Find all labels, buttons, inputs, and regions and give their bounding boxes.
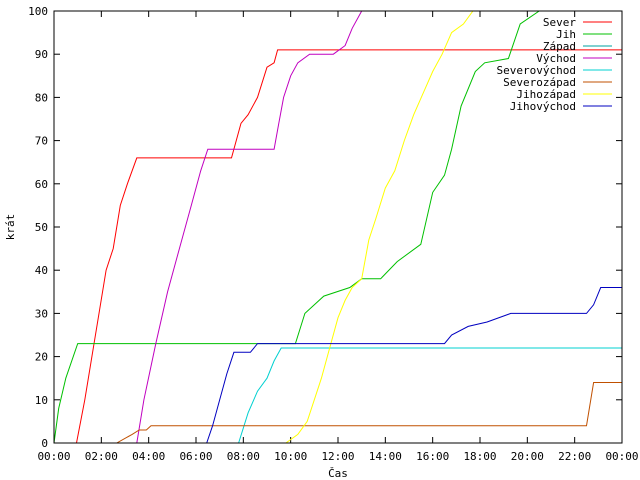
series-line-2 [53,10,622,444]
x-tick-label: 04:00 [132,450,165,463]
x-tick-label: 14:00 [369,450,402,463]
x-tick-label: 16:00 [416,450,449,463]
legend: SeverJihZápadVýchodSeverovýchodSeverozáp… [497,16,612,113]
x-tick-label: 02:00 [85,450,118,463]
y-tick-label: 0 [41,437,48,450]
y-tick-label: 80 [35,91,48,104]
x-axis-label: Čas [328,467,348,480]
legend-label: Jih [556,28,576,41]
legend-label: Jihozápad [516,88,576,101]
plot-frame [53,10,623,444]
series-line-7 [54,10,622,444]
series-lines [53,10,622,444]
y-tick-label: 40 [35,264,48,277]
x-tick-label: 10:00 [274,450,307,463]
series-line-1 [54,49,622,444]
legend-label: Severovýchod [497,64,576,77]
x-tick-label: 08:00 [227,450,260,463]
x-tick-labels: 00:00 02:00 04:00 06:00 08:00 10:00 12:00 14:00… [37,450,638,463]
legend-label: Sever [543,16,576,29]
y-tick-label: 20 [35,351,48,364]
x-tick-label: 06:00 [179,450,212,463]
y-tick-label: 30 [35,307,48,320]
series-line-6 [54,382,622,444]
x-tick-label: 00:00 [605,450,638,463]
x-tick-label: 20:00 [511,450,544,463]
series-line-4 [54,10,622,444]
y-tick-label: 70 [35,135,48,148]
legend-label: Východ [536,52,576,65]
y-tick-label: 100 [28,5,48,18]
legend-label: Severozápad [503,76,576,89]
legend-label: Jihovýchod [510,100,576,113]
x-tick-label: 12:00 [321,450,354,463]
y-tick-label: 60 [35,178,48,191]
x-tick-label: 18:00 [463,450,496,463]
y-tick-label: 90 [35,48,48,61]
x-tick-label: 22:00 [558,450,591,463]
series-line-5 [54,347,622,444]
x-tick-label: 00:00 [37,450,70,463]
y-tick-labels: 0 10 20 30 40 50 60 70 80 90 100 [28,5,48,450]
y-axis-label: krát [4,214,17,241]
y-tick-label: 50 [35,221,48,234]
series-line-8 [54,287,622,444]
y-tick-label: 10 [35,394,48,407]
legend-label: Západ [543,40,576,53]
